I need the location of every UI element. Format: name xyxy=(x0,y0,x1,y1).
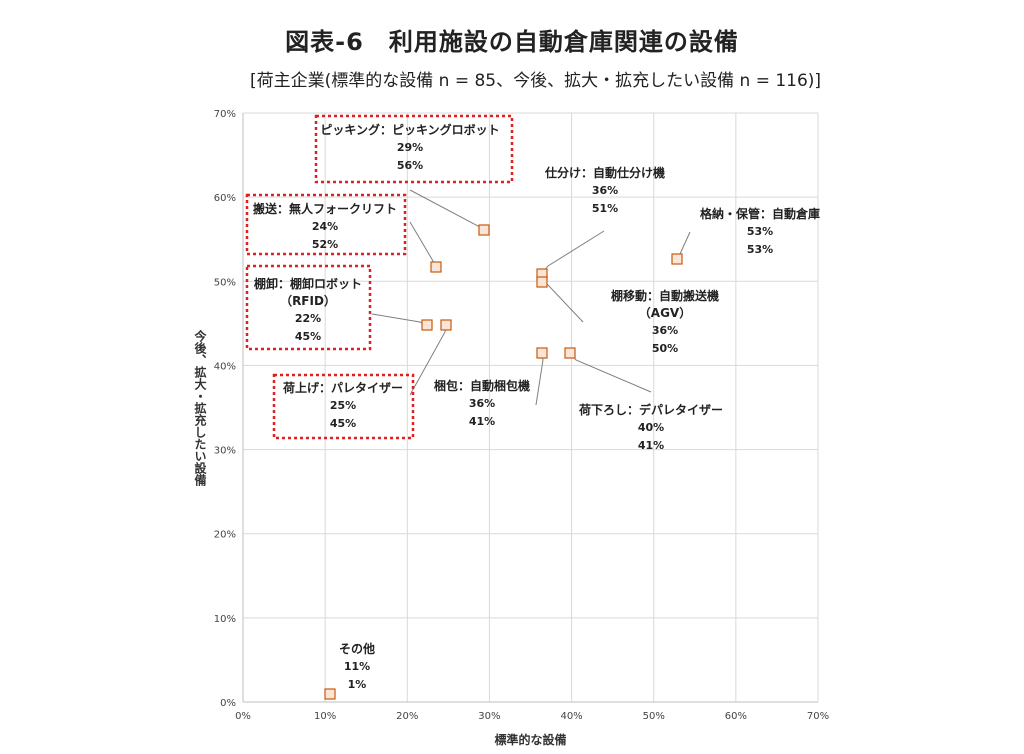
data-point-marker xyxy=(671,253,683,265)
data-point-x-value: 25% xyxy=(330,399,356,412)
x-tick-label: 0% xyxy=(235,711,251,722)
data-point-marker xyxy=(564,347,576,359)
data-point-y-value: 1% xyxy=(348,678,367,691)
data-point-label: 荷上げ：パレタイザー xyxy=(282,380,403,395)
data-point-y-value: 53% xyxy=(747,243,773,256)
data-point-x-value: 40% xyxy=(638,421,664,434)
data-point-marker xyxy=(324,688,336,700)
data-point-x-value: 36% xyxy=(592,184,618,197)
chart-subtitle: [荷主企業(標準的な設備 n = 85、今後、拡大・拡充したい設備 n = 11… xyxy=(250,71,822,91)
data-point-label: 仕分け：自動仕分け機 xyxy=(544,165,665,180)
y-tick-label: 10% xyxy=(214,614,236,625)
data-point-label: その他 xyxy=(339,641,375,656)
highlight-box xyxy=(245,264,372,351)
y-tick-label: 30% xyxy=(214,446,236,457)
data-point-marker xyxy=(421,319,433,331)
data-point-marker xyxy=(536,347,548,359)
y-tick-label: 50% xyxy=(214,277,236,288)
data-point-marker xyxy=(430,261,442,273)
data-point-x-value: 22% xyxy=(295,312,321,325)
data-point-label: ピッキング：ピッキングロボット xyxy=(320,122,499,137)
data-point-x-value: 24% xyxy=(312,220,338,233)
chart-title: 図表-6 利用施設の自動倉庫関連の設備 xyxy=(285,28,739,56)
data-point-x-value: 36% xyxy=(469,397,495,410)
data-point-x-value: 11% xyxy=(344,660,370,673)
data-point-label: 格納・保管：自動倉庫 xyxy=(700,206,820,221)
x-tick-label: 40% xyxy=(560,711,582,722)
data-point-label: 荷下ろし：デパレタイザー xyxy=(578,402,723,417)
y-tick-label: 0% xyxy=(220,698,236,709)
data-point-label: 棚移動：自動搬送機 xyxy=(611,288,719,303)
x-tick-label: 70% xyxy=(807,711,829,722)
leader-line xyxy=(535,352,544,406)
leader-line xyxy=(371,313,428,326)
data-point-y-value: 52% xyxy=(312,238,338,251)
x-tick-label: 10% xyxy=(314,711,336,722)
leader-line xyxy=(569,352,652,393)
leader-line xyxy=(541,281,584,323)
x-tick-label: 20% xyxy=(396,711,418,722)
x-tick-label: 30% xyxy=(478,711,500,722)
data-point-x-value: 36% xyxy=(652,324,678,337)
data-point-y-value: 50% xyxy=(652,342,678,355)
data-point-x-value: 29% xyxy=(397,141,423,154)
data-point-marker xyxy=(478,224,490,236)
data-point-y-value: 41% xyxy=(638,439,664,452)
data-point-y-value: 56% xyxy=(397,159,423,172)
data-point-y-value: 51% xyxy=(592,202,618,215)
data-point-marker xyxy=(536,276,548,288)
leader-line xyxy=(541,230,605,275)
data-point-y-value: 41% xyxy=(469,415,495,428)
leader-line xyxy=(409,189,485,231)
data-point-label: 搬送：無人フォークリフト xyxy=(253,201,397,216)
x-axis-title: 標準的な設備 xyxy=(494,732,566,747)
highlight-box xyxy=(272,373,415,440)
data-point-label: 梱包：自動梱包機 xyxy=(434,378,530,393)
highlight-box xyxy=(314,114,514,184)
y-tick-label: 70% xyxy=(214,109,236,120)
y-tick-label: 40% xyxy=(214,361,236,372)
x-tick-label: 50% xyxy=(643,711,665,722)
y-tick-label: 20% xyxy=(214,530,236,541)
data-point-y-value: 45% xyxy=(330,417,356,430)
data-point-sublabel: （RFID） xyxy=(280,293,336,308)
x-tick-label: 60% xyxy=(725,711,747,722)
data-point-x-value: 53% xyxy=(747,225,773,238)
data-point-marker xyxy=(440,319,452,331)
data-point-y-value: 45% xyxy=(295,330,321,343)
y-tick-label: 60% xyxy=(214,193,236,204)
y-axis-title: 今後、拡大・拡充したい設備 xyxy=(193,329,207,487)
data-point-label: 棚卸：棚卸ロボット xyxy=(254,276,362,291)
leader-line xyxy=(409,221,437,268)
data-point-sublabel: （AGV） xyxy=(639,305,691,320)
highlight-box xyxy=(245,193,407,256)
